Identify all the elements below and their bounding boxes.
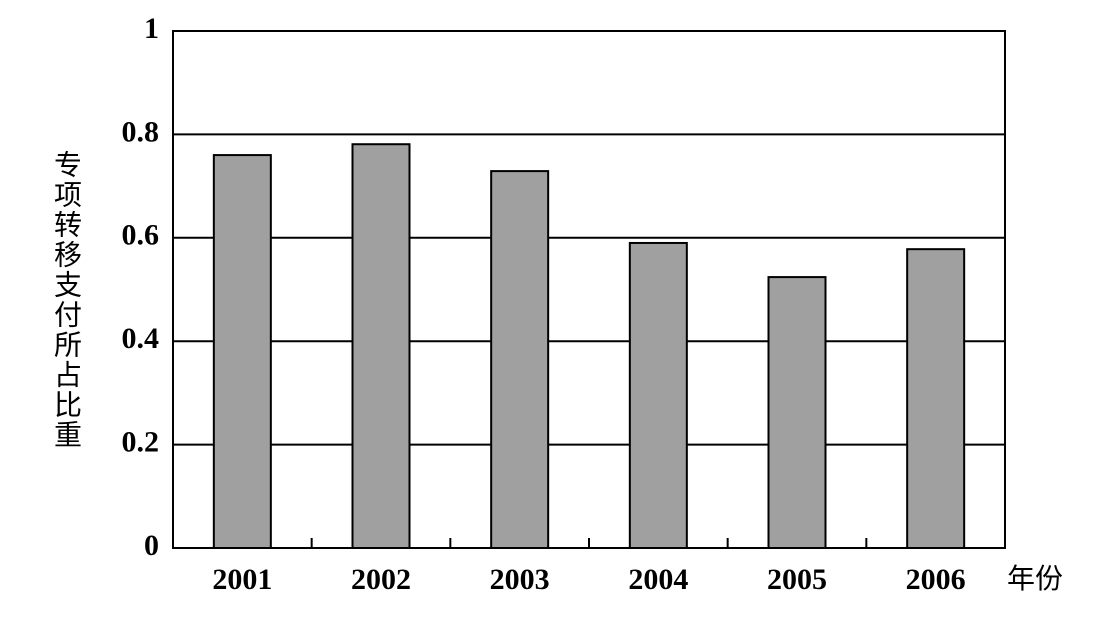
x-tick-label: 2001: [212, 563, 272, 596]
y-tick-label: 0.2: [122, 425, 160, 458]
x-tick-label: 2005: [767, 563, 827, 596]
y-tick-label: 0.6: [122, 219, 160, 252]
x-tick-label: 2002: [351, 563, 411, 596]
x-tick-label: 2006: [906, 563, 966, 596]
y-tick-label: 0: [144, 529, 159, 562]
bar: [906, 248, 966, 549]
x-axis-label: 年份: [1007, 562, 1063, 595]
y-axis-label: 专项转移支付所占比重: [50, 150, 83, 450]
y-tick-label: 1: [144, 12, 159, 45]
bar: [628, 241, 688, 549]
bar: [767, 276, 827, 549]
bar: [351, 143, 411, 550]
x-tick-label: 2003: [490, 563, 550, 596]
plot-frame: [172, 30, 1006, 549]
y-tick-label: 0.8: [122, 115, 160, 148]
x-tick-label: 2004: [628, 563, 688, 596]
bar: [490, 170, 550, 549]
y-tick-label: 0.4: [122, 322, 160, 355]
bar: [212, 154, 272, 550]
